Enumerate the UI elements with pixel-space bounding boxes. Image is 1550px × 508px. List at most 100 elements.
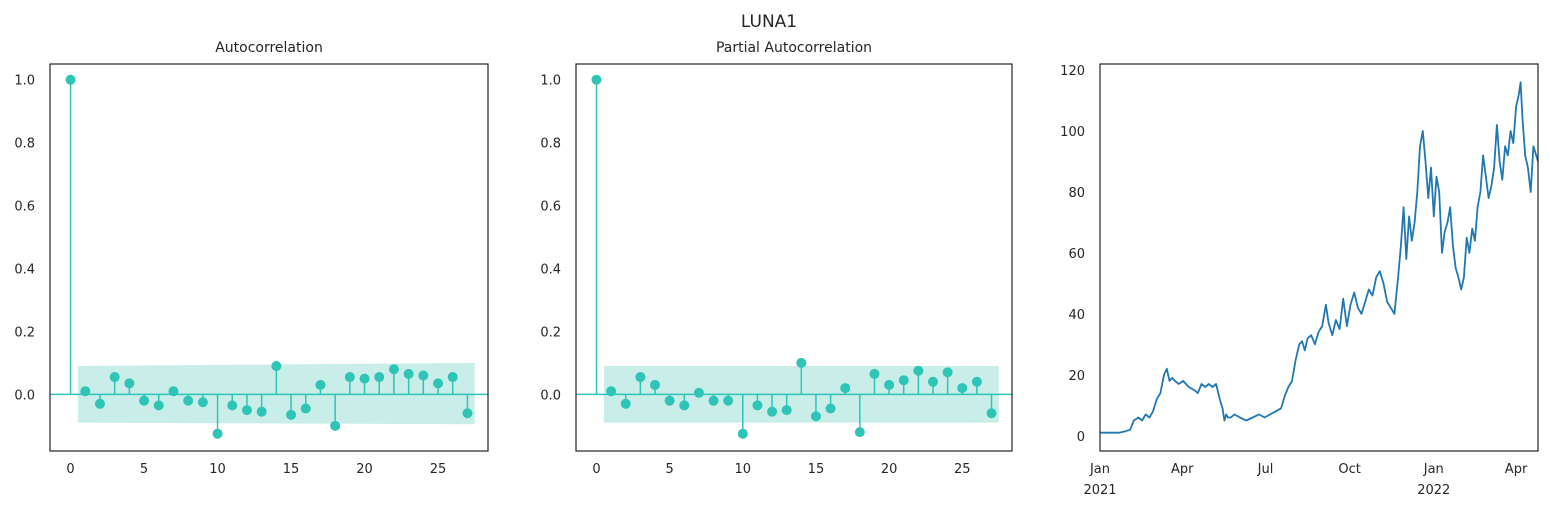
y-tick-label: 0.0: [540, 388, 561, 403]
y-tick-label: 0.8: [14, 137, 35, 152]
y-tick-label: 60: [1068, 247, 1085, 262]
y-tick-label: 20: [1068, 369, 1085, 384]
stem-marker: [884, 379, 895, 390]
stem-marker: [168, 386, 179, 397]
stem-marker: [447, 372, 458, 383]
stem-marker: [781, 405, 792, 416]
stem-marker: [227, 400, 238, 411]
stem-marker: [679, 400, 690, 411]
partial-autocorrelation-plot-area: 0 5 10 15 20 25 0.0 0.2 0.4 0.6 0.8 1.0: [540, 63, 1013, 477]
stem-marker: [286, 409, 297, 420]
stem-marker: [898, 375, 909, 386]
x-tick-label: 10: [209, 462, 226, 477]
x-tick-label: 15: [283, 462, 300, 477]
axes-frame: [49, 63, 489, 452]
stem-marker: [271, 361, 282, 372]
partial-autocorrelation-panel: Partial Autocorrelation 0 5 10 15 20 25 0.0 0.2…: [540, 40, 1013, 477]
stem-marker: [913, 365, 924, 376]
stem-marker: [418, 370, 429, 381]
stem-marker: [462, 408, 473, 419]
y-tick-label: 0.0: [14, 388, 35, 403]
y-tick-label: 0.6: [540, 200, 561, 215]
x-tick-label: Apr: [1505, 462, 1528, 477]
y-tick-label: 120: [1060, 64, 1085, 79]
x-tick-label: Jan: [1423, 462, 1444, 477]
y-tick-label: 0.4: [540, 263, 561, 278]
stem-marker: [388, 364, 399, 375]
stem-marker: [183, 395, 194, 406]
price-line: [1100, 81, 1539, 434]
autocorrelation-plot-area: 0 5 10 15 20 25 0.0 0.2 0.4 0.6 0.8 1.0: [14, 63, 489, 477]
stem-marker: [315, 379, 326, 390]
stem-marker: [767, 406, 778, 417]
x-tick-label: 25: [954, 462, 971, 477]
x-tick-label: 20: [356, 462, 373, 477]
stem-marker: [869, 368, 880, 379]
y-tick-label: 0.8: [540, 137, 561, 152]
stem-marker: [810, 411, 821, 422]
stem-marker: [693, 387, 704, 398]
y-tick-label: 40: [1068, 308, 1085, 323]
stem-marker: [374, 372, 385, 383]
y-tick-label: 0.6: [14, 200, 35, 215]
stem-marker: [796, 357, 807, 368]
y-tick-label: 0.4: [14, 263, 35, 278]
stem-marker: [825, 403, 836, 414]
stem-marker: [606, 386, 617, 397]
x-tick-label: Jul: [1257, 462, 1274, 477]
axes-frame: [575, 63, 1013, 452]
stem-marker: [330, 420, 341, 431]
stem-marker: [241, 405, 252, 416]
y-tick-label: 0.2: [540, 325, 561, 340]
autocorrelation-title: Autocorrelation: [215, 40, 323, 56]
stem-marker: [635, 372, 646, 383]
price-series-plot-area: 0 20 40 60 80 100 120 Jan 2021 Apr Jul Oct Jan 2022 Ap…: [1060, 63, 1539, 498]
stem-marker: [212, 428, 223, 439]
partial-autocorrelation-title: Partial Autocorrelation: [716, 40, 872, 56]
x-tick-year-label: 2021: [1083, 483, 1116, 498]
stem-marker: [153, 400, 164, 411]
stem-marker: [854, 427, 865, 438]
x-tick-label: 25: [430, 462, 447, 477]
stem-marker: [65, 74, 76, 85]
stem-marker: [109, 372, 120, 383]
stem-marker: [942, 367, 953, 378]
stem-marker: [737, 428, 748, 439]
stem-marker: [344, 372, 355, 383]
x-tick-label: 20: [881, 462, 898, 477]
y-tick-label: 0.2: [14, 325, 35, 340]
stem-marker: [300, 403, 311, 414]
stem-marker: [139, 395, 150, 406]
stem-marker: [403, 368, 414, 379]
stem-marker: [723, 395, 734, 406]
stem-marker: [197, 397, 208, 408]
y-tick-label: 1.0: [540, 74, 561, 89]
axes-frame: [1099, 63, 1539, 452]
stem-marker: [94, 398, 105, 409]
x-tick-label: Apr: [1171, 462, 1194, 477]
y-tick-label: 1.0: [14, 74, 35, 89]
y-tick-label: 80: [1068, 186, 1085, 201]
x-tick-label: 5: [665, 462, 673, 477]
price-series-panel: 0 20 40 60 80 100 120 Jan 2021 Apr Jul Oct Jan 2022 Ap…: [1060, 63, 1539, 498]
stem-marker: [591, 74, 602, 85]
stem-marker: [650, 379, 661, 390]
x-tick-label: 0: [66, 462, 74, 477]
figure-suptitle: LUNA1: [741, 12, 797, 32]
x-tick-year-label: 2022: [1417, 483, 1450, 498]
autocorrelation-panel: Autocorrelation 0 5 10 15 20 25 0.0 0.2 0.4 0.6 0.…: [14, 40, 489, 477]
stem-marker: [708, 395, 719, 406]
x-tick-label: 15: [808, 462, 825, 477]
stem-marker: [80, 386, 91, 397]
stem-marker: [433, 378, 444, 389]
stem-marker: [620, 398, 631, 409]
stem-marker: [971, 376, 982, 387]
x-tick-label: Oct: [1338, 462, 1360, 477]
stem-marker: [752, 400, 763, 411]
stem-marker: [256, 406, 267, 417]
stem-marker: [927, 376, 938, 387]
x-tick-label: 5: [140, 462, 148, 477]
stem-marker: [124, 378, 135, 389]
stem-marker: [957, 383, 968, 394]
